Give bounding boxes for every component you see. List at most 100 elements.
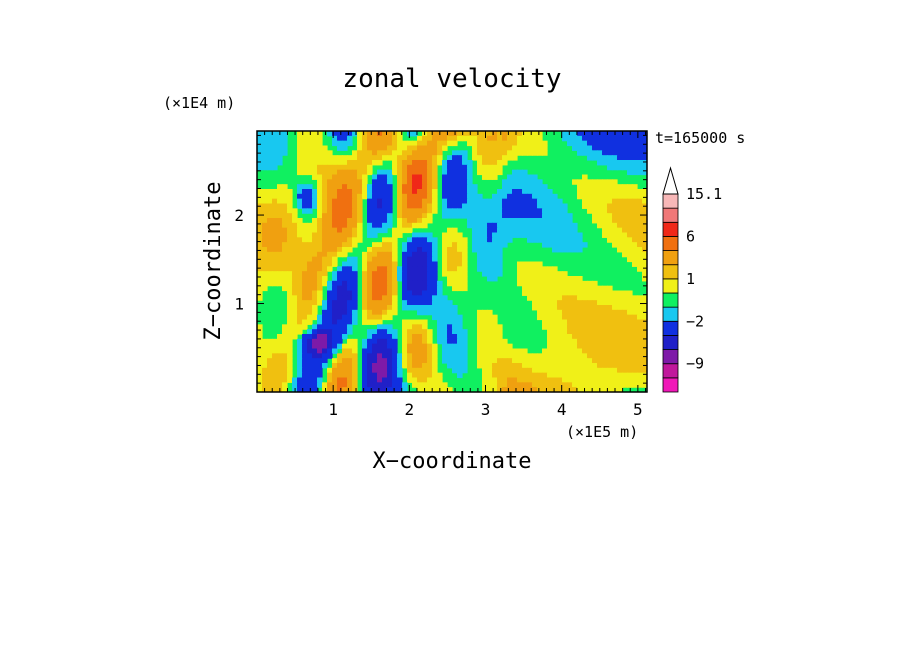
field-cell (367, 193, 373, 200)
field-cell (572, 329, 578, 335)
field-cell (562, 131, 568, 137)
field-cell (267, 266, 273, 272)
field-cell (337, 382, 343, 388)
field-cell (337, 169, 343, 176)
field-cell (382, 242, 388, 248)
field-cell (422, 319, 428, 325)
field-cell (492, 160, 498, 166)
field-cell (327, 266, 333, 272)
field-cell (532, 135, 538, 142)
field-cell (622, 377, 628, 383)
field-cell (597, 189, 603, 195)
field-cell (342, 372, 348, 379)
field-cell (592, 358, 598, 364)
field-cell (277, 193, 283, 200)
field-cell (517, 131, 523, 137)
field-cell (352, 276, 358, 282)
field-cell (417, 309, 423, 316)
field-cell (627, 338, 633, 345)
field-cell (642, 251, 647, 258)
colorbar-label: 6 (686, 227, 695, 245)
field-cell (367, 247, 373, 253)
field-cell (567, 135, 573, 142)
field-cell (592, 377, 598, 383)
field-cell (447, 189, 453, 195)
field-cell (552, 213, 558, 219)
field-cell (342, 131, 348, 137)
field-cell (402, 184, 408, 190)
field-cell (547, 237, 553, 243)
field-cell (592, 193, 598, 200)
field-cell (357, 227, 363, 234)
field-cell (577, 290, 583, 296)
field-cell (372, 309, 378, 316)
field-cell (527, 295, 533, 301)
field-cell (257, 218, 263, 224)
field-cell (377, 256, 383, 263)
field-cell (527, 358, 533, 364)
field-cell (482, 218, 488, 224)
field-cell (387, 174, 393, 180)
field-cell (307, 280, 313, 287)
field-cell (342, 276, 348, 282)
field-cell (502, 372, 508, 379)
field-cell (327, 387, 333, 392)
field-cell (607, 203, 613, 209)
field-cell (362, 271, 368, 277)
field-cell (272, 280, 278, 287)
field-cell (592, 314, 598, 321)
field-cell (267, 358, 273, 364)
field-cell (447, 271, 453, 277)
field-cell (452, 256, 458, 263)
field-cell (582, 189, 588, 195)
field-cell (437, 324, 443, 330)
field-cell (632, 353, 638, 359)
field-cell (582, 309, 588, 316)
field-cell (512, 213, 518, 219)
field-cell (367, 160, 373, 166)
field-cell (322, 155, 328, 161)
field-cell (622, 145, 628, 151)
field-cell (342, 208, 348, 214)
field-cell (442, 203, 448, 209)
field-cell (347, 164, 353, 171)
field-cell (267, 189, 273, 195)
field-cell (317, 314, 323, 321)
field-cell (547, 218, 553, 224)
colorbar-segment (662, 264, 679, 280)
field-cell (622, 251, 628, 258)
field-cell (267, 193, 273, 200)
field-cell (367, 290, 373, 296)
field-cell (517, 193, 523, 200)
field-cell (517, 213, 523, 219)
field-cell (427, 261, 433, 267)
field-cell (582, 300, 588, 306)
field-cell (467, 198, 473, 205)
field-cell (392, 242, 398, 248)
field-cell (267, 198, 273, 205)
field-cell (622, 372, 628, 379)
field-cell (422, 261, 428, 267)
field-cell (287, 218, 293, 224)
field-cell (297, 295, 303, 301)
field-cell (447, 164, 453, 171)
field-cell (462, 131, 468, 137)
field-cell (557, 203, 563, 209)
field-cell (607, 319, 613, 325)
field-cell (572, 276, 578, 282)
field-cell (267, 280, 273, 287)
field-cell (387, 348, 393, 354)
field-cell (597, 324, 603, 330)
field-cell (307, 295, 313, 301)
field-cell (377, 174, 383, 180)
field-cell (412, 261, 418, 267)
field-cell (447, 363, 453, 369)
field-cell (397, 363, 403, 369)
field-cell (447, 179, 453, 185)
field-cell (627, 232, 633, 238)
field-cell (472, 184, 478, 190)
field-cell (642, 348, 647, 354)
field-cell (577, 276, 583, 282)
field-cell (332, 131, 338, 137)
field-cell (337, 329, 343, 335)
